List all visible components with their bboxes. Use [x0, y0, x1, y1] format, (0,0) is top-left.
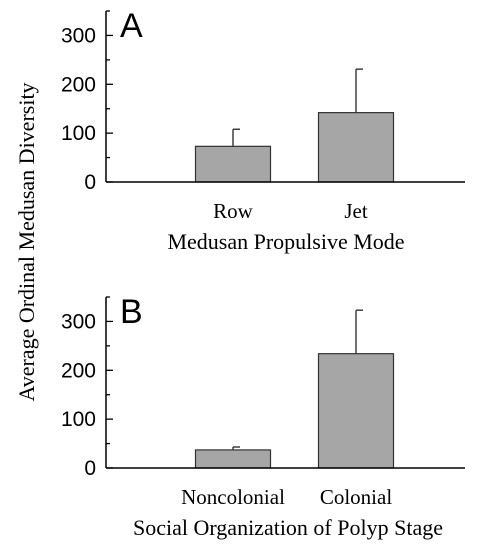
category-label-b-1: Colonial [320, 485, 392, 509]
panel-a-x-axis-label: Medusan Propulsive Mode [167, 229, 404, 254]
y-tick-label-a-300: 300 [61, 24, 96, 47]
y-tick-label-b-200: 200 [61, 359, 96, 382]
panel-b-letter: B [120, 293, 143, 331]
y-tick-label-b-0: 0 [84, 457, 96, 480]
panel-a: A Medusan Propulsive Mode Row Jet 0 100 200 3… [61, 7, 465, 254]
panel-a-letter: A [120, 7, 143, 45]
y-tick-label-b-300: 300 [61, 310, 96, 333]
y-tick-label-a-200: 200 [61, 73, 96, 96]
y-tick-label-b-100: 100 [61, 408, 96, 431]
category-label-a-0: Row [213, 199, 254, 223]
bar-b-1 [317, 353, 395, 469]
panel-b: B Social Organization of Polyp Stage Non… [61, 293, 465, 540]
category-label-a-1: Jet [344, 199, 367, 223]
y-tick-label-a-100: 100 [61, 122, 96, 145]
panel-b-x-axis-label: Social Organization of Polyp Stage [133, 515, 443, 540]
y-axis-label: Average Ordinal Medusan Diversity [14, 82, 39, 401]
bar-a-0 [194, 145, 272, 183]
category-label-b-0: Noncolonial [181, 485, 285, 509]
bar-b-0 [194, 449, 272, 469]
bar-a-1 [317, 112, 395, 183]
y-tick-label-a-0: 0 [84, 171, 96, 194]
